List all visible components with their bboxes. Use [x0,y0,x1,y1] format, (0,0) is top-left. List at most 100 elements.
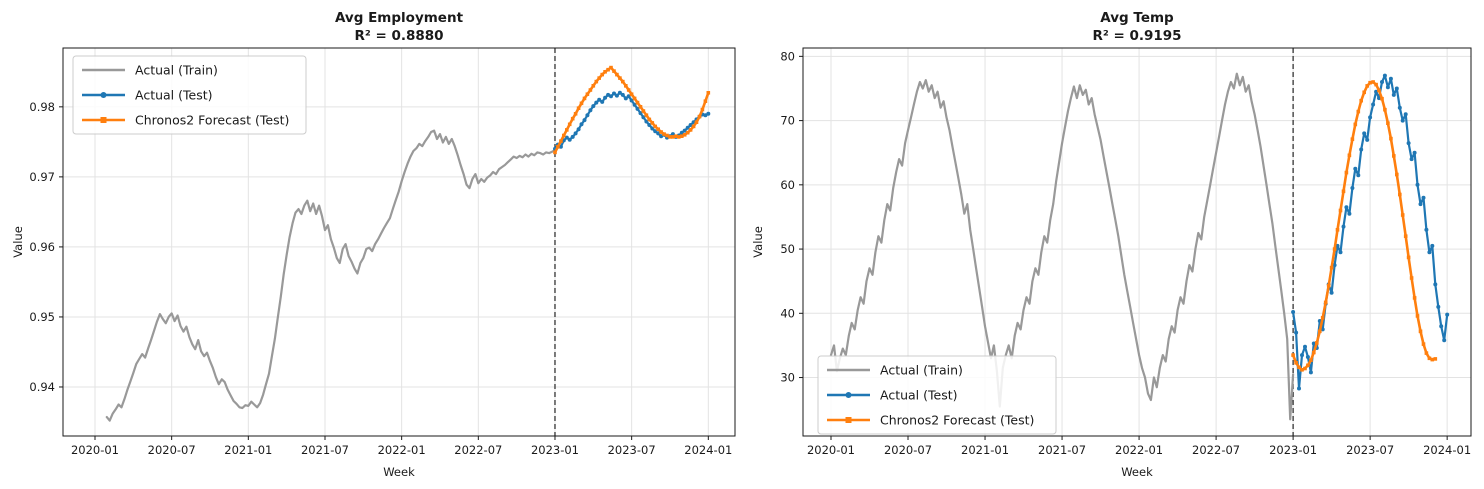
data-point-marker [1395,172,1399,177]
data-point-marker [1315,341,1319,345]
x-tick-label: 2022-07 [1192,443,1240,457]
data-point-marker [688,123,693,127]
data-point-marker [1406,255,1411,260]
data-point-marker [603,70,607,74]
data-point-marker [1371,102,1376,107]
x-tick-label: 2022-07 [454,443,502,457]
y-tick-label: 0.98 [29,100,55,114]
data-point-marker [558,144,563,149]
data-point-marker [700,107,705,112]
data-point-marker [562,133,566,138]
data-point-marker [650,121,655,125]
data-point-marker [1418,329,1423,334]
data-point-marker [609,94,613,99]
y-axis-label: Value [11,226,25,258]
legend-box [72,55,307,135]
data-point-marker [679,130,684,135]
data-point-marker [1297,386,1301,391]
data-point-marker [1335,228,1340,232]
data-point-marker [635,106,640,111]
data-point-marker [617,90,622,95]
legend-item-label: Chronos2 Forecast (Test) [880,413,1034,428]
data-point-marker [644,119,649,124]
data-point-marker [1397,105,1402,110]
x-tick-label: 2023-01 [531,443,579,457]
data-point-marker [1356,109,1361,114]
y-tick-label: 60 [780,178,795,192]
data-point-marker [559,139,563,143]
data-point-marker [565,128,569,132]
data-point-marker [1332,247,1337,251]
data-point-marker [647,123,652,127]
y-tick-label: 80 [780,49,795,63]
data-point-marker [1350,186,1355,190]
legend-item-label: Actual (Train) [880,363,963,378]
x-tick-label: 2021-01 [224,443,272,457]
data-point-marker [671,135,675,139]
legend-circle-marker [100,92,107,98]
data-point-marker [659,134,664,139]
data-point-marker [653,124,657,129]
axes-spines [62,47,736,437]
x-axis-label: Week [1121,465,1153,479]
data-point-marker [665,133,669,138]
data-point-marker [635,100,640,105]
data-point-marker [1409,276,1414,280]
data-point-marker [618,76,622,80]
temp-forecast-series [1291,80,1437,372]
data-point-marker [1291,310,1296,314]
data-point-marker [1312,350,1316,355]
legend-item-label: Actual (Test) [135,88,213,103]
data-point-marker [706,111,711,116]
data-point-marker [582,118,587,123]
data-point-marker [1427,356,1432,361]
data-point-marker [688,128,693,132]
data-point-marker [706,91,711,95]
data-point-marker [674,134,678,138]
data-point-marker [567,122,572,127]
data-point-marker [621,79,625,84]
data-point-marker [1353,166,1358,171]
data-point-marker [1329,265,1334,270]
data-point-marker [680,134,684,138]
data-point-marker [685,130,690,135]
data-point-marker [1323,300,1328,305]
x-tick-label: 2020-07 [884,443,932,457]
data-point-marker [1332,263,1337,268]
data-point-marker [1377,96,1381,101]
data-point-marker [594,79,599,84]
data-point-marker [1362,131,1367,136]
data-point-marker [576,127,581,132]
data-point-marker [1368,115,1373,120]
data-point-marker [1380,80,1384,84]
y-tick-label: 0.95 [29,310,55,324]
data-point-marker [591,84,596,88]
data-point-marker [1347,211,1352,216]
data-point-marker [585,113,590,118]
data-point-marker [1311,341,1316,346]
data-point-marker [1300,353,1304,358]
data-point-marker [1356,173,1361,178]
data-point-marker [1412,296,1417,300]
data-point-marker [1306,363,1310,368]
data-point-marker [567,137,572,142]
data-point-marker [647,117,652,122]
data-point-marker [1341,224,1346,229]
data-point-marker [1300,368,1304,372]
data-point-marker [1303,344,1307,349]
axes-spines [802,47,1472,437]
data-point-marker [1303,366,1307,371]
data-point-marker [582,96,587,101]
data-point-marker [641,109,646,113]
data-point-marker [1406,141,1411,146]
data-point-marker [1350,137,1355,141]
data-point-marker [1383,107,1387,112]
data-point-marker [1400,118,1405,123]
y-tick-label: 0.96 [29,240,55,254]
x-tick-label: 2023-07 [1346,443,1394,457]
data-point-marker [594,100,599,105]
data-point-marker [1365,137,1370,142]
data-point-marker [1421,195,1426,200]
chart-title: Avg Temp [1100,10,1174,26]
